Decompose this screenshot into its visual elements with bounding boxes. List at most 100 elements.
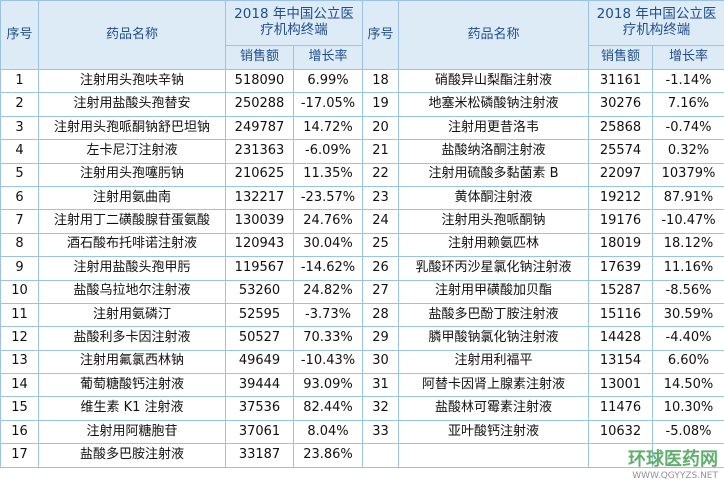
cell-growth: 11.35% (293, 162, 363, 187)
cell-name: 地塞米松磷酸钠注射液 (398, 92, 589, 117)
header-no: 序号 (0, 0, 39, 70)
cell-no: 28 (362, 302, 399, 328)
cell-sales (588, 443, 653, 468)
cell-sales: 210625 (225, 162, 294, 187)
header-growth: 增长率 (293, 45, 363, 70)
cell-growth: 30.59% (652, 302, 724, 328)
cell-growth: 14.50% (652, 373, 724, 398)
header-growth: 增长率 (652, 45, 724, 70)
cell-growth: 7.16% (652, 92, 724, 117)
table-row: 15 维生素 K1 注射液 37536 82.44% 32 盐酸林可霉素注射液 11476 1… (0, 396, 724, 421)
cell-no: 11 (0, 302, 39, 328)
cell-name: 注射用氨磷汀 (38, 302, 226, 328)
table-row: 4 左卡尼汀注射液 231363 -6.09% 21 盐酸纳洛酮注射液 25574 0.32% (0, 139, 724, 164)
cell-sales: 25868 (588, 115, 653, 141)
cell-no: 29 (362, 326, 399, 351)
cell-no (362, 443, 399, 468)
cell-sales: 11476 (588, 396, 653, 421)
cell-name: 注射用盐酸头孢替安 (38, 92, 226, 117)
cell-name: 乳酸环丙沙星氯化钠注射液 (398, 256, 589, 281)
cell-name: 注射用氟氯西林钠 (38, 349, 226, 375)
cell-growth: -10.47% (652, 209, 724, 234)
cell-no: 6 (0, 185, 39, 211)
cell-name: 注射用硫酸多黏菌素 B (398, 162, 589, 187)
cell-growth: 0.32% (652, 139, 724, 164)
table-row: 12 盐酸利多卡因注射液 50527 70.33% 29 膦甲酸钠氯化钠注射液 14428-… (0, 326, 724, 351)
table-row: 14 葡萄糖酸钙注射液 39444 93.09% 31 阿替卡因肾上腺素注射液 13001 1… (0, 373, 724, 398)
cell-growth: -1.14% (652, 68, 724, 94)
cell-sales: 37536 (225, 396, 294, 421)
cell-sales: 25574 (588, 139, 653, 164)
cell-name: 盐酸多巴酚丁胺注射液 (398, 302, 589, 328)
cell-sales: 22097 (588, 162, 653, 187)
cell-sales: 132217 (225, 185, 294, 211)
cell-no: 13 (0, 349, 39, 375)
cell-no: 32 (362, 396, 399, 421)
cell-sales: 119567 (225, 256, 294, 281)
header-terminal: 2018 年中国公立医疗机构终端 (588, 0, 724, 46)
cell-no: 5 (0, 162, 39, 187)
table-row: 5 注射用头孢噻肟钠 210625 11.35% 22 注射用硫酸多黏菌素 B 22097 1… (0, 162, 724, 187)
cell-sales: 53260 (225, 279, 294, 304)
cell-growth: -4.40% (652, 326, 724, 351)
cell-growth: 10.30% (652, 396, 724, 421)
cell-sales: 14428 (588, 326, 653, 351)
cell-growth: -8.56% (652, 279, 724, 304)
table-row: 7 注射用丁二磺酸腺苷蛋氨酸 130039 24.76% 24 注射用头孢哌酮钠 19176… (0, 209, 724, 234)
cell-no: 4 (0, 139, 39, 164)
cell-growth: 11.16% (652, 256, 724, 281)
watermark-url: WWW.QGYYZS.NET (632, 471, 718, 481)
cell-growth: 6.60% (652, 349, 724, 375)
cell-name: 注射用盐酸头孢甲肟 (38, 256, 226, 281)
cell-no: 15 (0, 396, 39, 421)
cell-name: 阿替卡因肾上腺素注射液 (398, 373, 589, 398)
cell-no: 31 (362, 373, 399, 398)
cell-sales: 13154 (588, 349, 653, 375)
cell-name: 酒石酸布托啡诺注射液 (38, 232, 226, 258)
header-terminal: 2018 年中国公立医疗机构终端 (225, 0, 363, 46)
cell-sales: 19176 (588, 209, 653, 234)
cell-sales: 130039 (225, 209, 294, 234)
cell-name: 注射用氨曲南 (38, 185, 226, 211)
cell-name: 盐酸林可霉素注射液 (398, 396, 589, 421)
cell-sales: 120943 (225, 232, 294, 258)
cell-no: 7 (0, 209, 39, 234)
cell-sales: 30276 (588, 92, 653, 117)
cell-growth: 30.04% (293, 232, 363, 258)
cell-name: 盐酸纳洛酮注射液 (398, 139, 589, 164)
cell-no: 33 (362, 419, 399, 445)
table-row: 3 注射用头孢哌酮钠舒巴坦钠 249787 14.72% 20 注射用更昔洛韦 25868-… (0, 115, 724, 141)
cell-sales: 13001 (588, 373, 653, 398)
cell-name: 黄体酮注射液 (398, 185, 589, 211)
cell-sales: 37061 (225, 419, 294, 445)
cell-sales: 17639 (588, 256, 653, 281)
cell-sales: 33187 (225, 443, 294, 468)
cell-name: 左卡尼汀注射液 (38, 139, 226, 164)
table-row: 9 注射用盐酸头孢甲肟 119567 -14.62% 26 乳酸环丙沙星氯化钠注射液 176… (0, 256, 724, 281)
cell-no: 3 (0, 115, 39, 141)
cell-sales: 249787 (225, 115, 294, 141)
table-row: 11 注射用氨磷汀 52595 -3.73% 28 盐酸多巴酚丁胺注射液 15116 30.5… (0, 302, 724, 328)
cell-sales: 50527 (225, 326, 294, 351)
header-no: 序号 (362, 0, 399, 70)
cell-name: 注射用头孢哌酮钠舒巴坦钠 (38, 115, 226, 141)
cell-no: 10 (0, 279, 39, 304)
header-sales: 销售额 (588, 45, 653, 70)
cell-name: 硝酸异山梨酯注射液 (398, 68, 589, 94)
header-sales: 销售额 (225, 45, 294, 70)
cell-growth (652, 443, 724, 468)
cell-no: 1 (0, 68, 39, 94)
cell-name: 注射用头孢呋辛钠 (38, 68, 226, 94)
cell-growth: -17.05% (293, 92, 363, 117)
cell-sales: 52595 (225, 302, 294, 328)
cell-growth: 82.44% (293, 396, 363, 421)
table-row: 13 注射用氟氯西林钠 49649 -10.43% 30 注射用利福平 13154 6.60% (0, 349, 724, 375)
cell-name: 注射用头孢噻肟钠 (38, 162, 226, 187)
cell-name: 葡萄糖酸钙注射液 (38, 373, 226, 398)
cell-sales: 250288 (225, 92, 294, 117)
cell-growth: 24.76% (293, 209, 363, 234)
cell-name: 注射用头孢哌酮钠 (398, 209, 589, 234)
table-body: 1 注射用头孢呋辛钠 518090 6.99% 18 硝酸异山梨酯注射液 31161 -1.1… (0, 68, 724, 468)
cell-name: 亚叶酸钙注射液 (398, 419, 589, 445)
cell-name: 注射用更昔洛韦 (398, 115, 589, 141)
